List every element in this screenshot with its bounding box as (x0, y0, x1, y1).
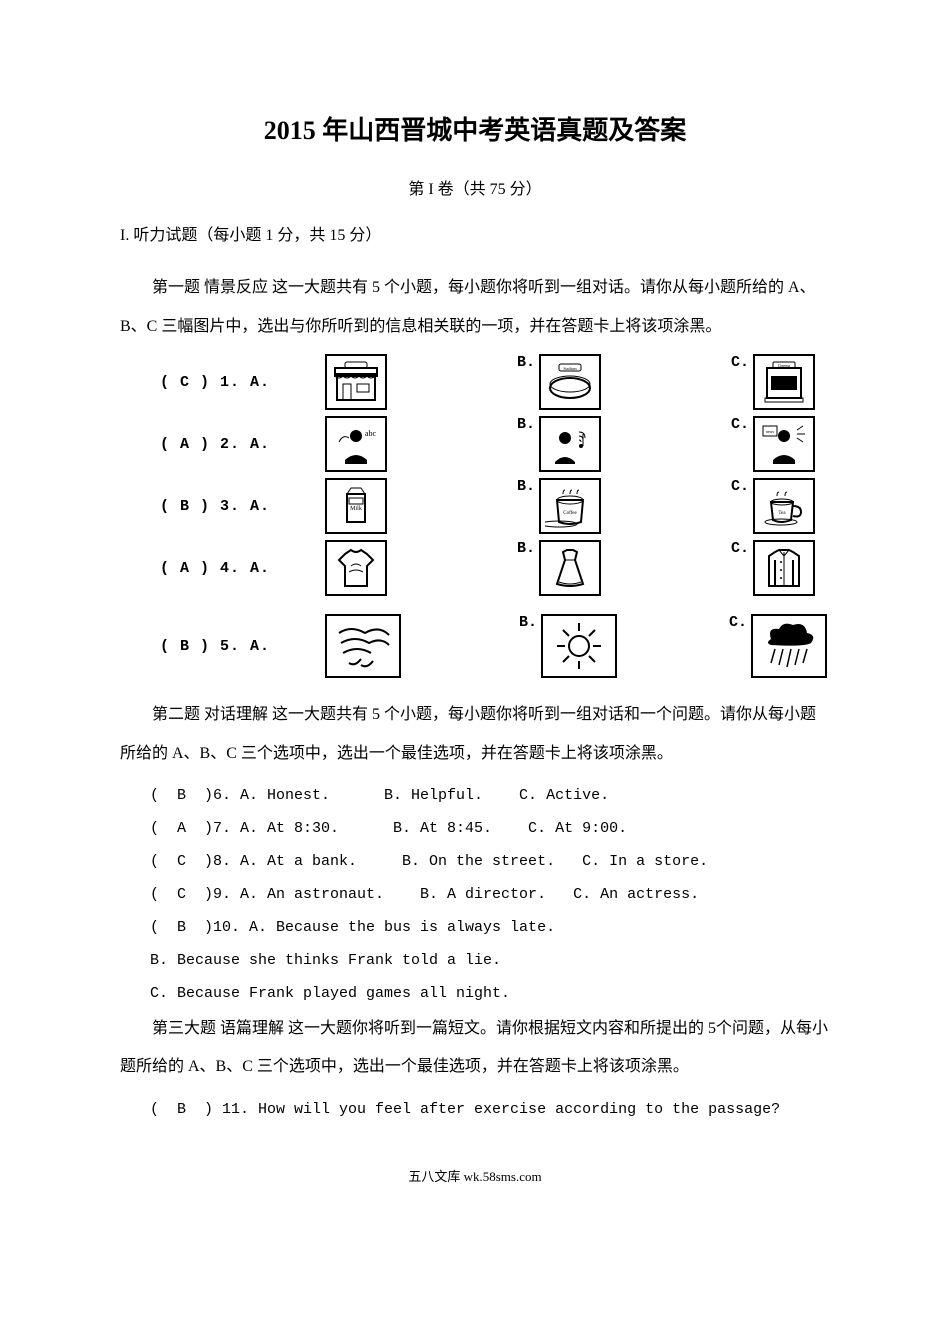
news-reader-icon: news (753, 416, 815, 472)
q9: ( C )9. A. An astronaut. B. A director. … (150, 878, 830, 911)
q11: ( B ) 11. How will you feel after exerci… (150, 1093, 830, 1126)
row2-b-label: B. (517, 416, 535, 433)
svg-text:Cinema: Cinema (778, 363, 791, 368)
row4-b-label: B. (517, 540, 535, 557)
svg-text:Tea: Tea (778, 511, 786, 516)
q8: ( C )8. A. At a bank. B. On the street. … (150, 845, 830, 878)
coffee-icon: Coffee (539, 478, 601, 534)
page-footer: 五八文库 wk.58sms.com (120, 1166, 830, 1185)
tshirt-icon (325, 540, 387, 596)
pic-row-3: ( B ) 3. A. Milk B. Coffee C. Tea (160, 478, 830, 534)
row4-prefix: ( A ) 4. A. (160, 560, 325, 577)
svg-text:abc: abc (365, 429, 377, 438)
pic-row-5: ( B ) 5. A. B. C. (160, 614, 830, 678)
section3-intro: 第三大题 语篇理解 这一大题你将听到一篇短文。请你根据短文内容和所提出的 5个问… (120, 1010, 830, 1087)
row5-b-label: B. (519, 614, 537, 631)
dress-icon (539, 540, 601, 596)
row2-prefix: ( A ) 2. A. (160, 436, 325, 453)
music-reader-icon (539, 416, 601, 472)
q7: ( A )7. A. At 8:30. B. At 8:45. C. At 9:… (150, 812, 830, 845)
picture-question-5: ( B ) 5. A. B. C. (160, 614, 830, 678)
svg-text:news: news (766, 429, 775, 434)
pic-row-4: ( A ) 4. A. B. C. (160, 540, 830, 596)
row2-c-label: C. (731, 416, 749, 433)
subtitle: 第 I 卷（共 75 分） (120, 175, 830, 199)
q6: ( B )6. A. Honest. B. Helpful. C. Active… (150, 779, 830, 812)
cinema-icon: Cinema (753, 354, 815, 410)
pic-row-1: ( C ) 1. A. B. Stadium C. Cinema (160, 354, 830, 410)
sunny-icon (541, 614, 617, 678)
section2-intro: 第二题 对话理解 这一大题共有 5 个小题，每小题你将听到一组对话和一个问题。请… (120, 696, 830, 773)
row5-prefix: ( B ) 5. A. (160, 638, 325, 655)
svg-text:Stadium: Stadium (563, 366, 577, 371)
stadium-icon: Stadium (539, 354, 601, 410)
row5-c-label: C. (729, 614, 747, 631)
row1-c-label: C. (731, 354, 749, 371)
page-title: 2015 年山西晋城中考英语真题及答案 (120, 110, 830, 147)
q10b: B. Because she thinks Frank told a lie. (150, 944, 830, 977)
listening-header: I. 听力试题（每小题 1 分，共 15 分） (120, 217, 830, 255)
q10c: C. Because Frank played games all night. (150, 977, 830, 1010)
row3-prefix: ( B ) 3. A. (160, 498, 325, 515)
rainy-icon (751, 614, 827, 678)
windy-icon (325, 614, 401, 678)
row4-c-label: C. (731, 540, 749, 557)
pic-row-2: ( A ) 2. A. abc B. C. news (160, 416, 830, 472)
exam-page: 2015 年山西晋城中考英语真题及答案 第 I 卷（共 75 分） I. 听力试… (0, 0, 950, 1215)
section1-intro: 第一题 情景反应 这一大题共有 5 个小题，每小题你将听到一组对话。请你从每小题… (120, 269, 830, 346)
row3-c-label: C. (731, 478, 749, 495)
tea-icon: Tea (753, 478, 815, 534)
svg-text:Milk: Milk (350, 506, 362, 512)
svg-text:Coffee: Coffee (563, 511, 577, 516)
abc-reader-icon: abc (325, 416, 387, 472)
row1-b-label: B. (517, 354, 535, 371)
row1-prefix: ( C ) 1. A. (160, 374, 325, 391)
jacket-icon (753, 540, 815, 596)
store-icon (325, 354, 387, 410)
row3-b-label: B. (517, 478, 535, 495)
milk-icon: Milk (325, 478, 387, 534)
q10: ( B )10. A. Because the bus is always la… (150, 911, 830, 944)
picture-questions-1-4: ( C ) 1. A. B. Stadium C. Cinema ( A ) 2… (160, 354, 830, 596)
